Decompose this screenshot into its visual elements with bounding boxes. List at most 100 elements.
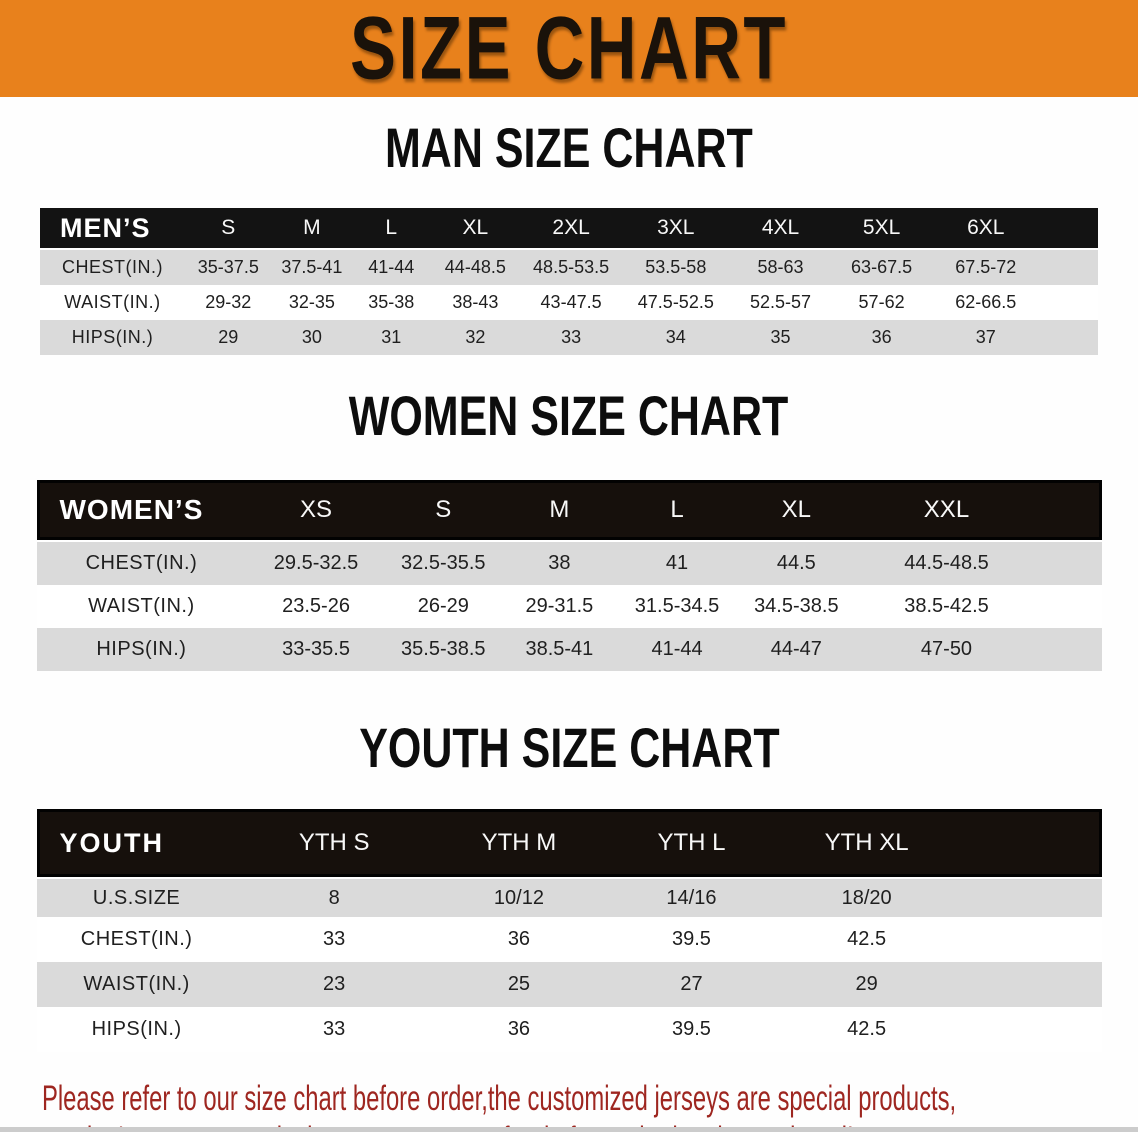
size-value-cell: 33: [236, 917, 432, 962]
size-value-cell: 39.5: [606, 1007, 777, 1052]
row-label: HIPS(IN.): [36, 1007, 237, 1052]
table-row: U.S.SIZE 8 10/12 14/16 18/20: [36, 877, 1102, 917]
column-header: L: [617, 480, 737, 540]
column-header: 6XL: [931, 208, 1040, 250]
table-row: CHEST(IN.) 35-37.5 37.5-41 41-44 44-48.5 48.5…: [40, 250, 1098, 285]
size-value-cell: 44-48.5: [430, 250, 521, 285]
women-size-table: WOMEN’S XS S M L XL XXL CHEST(IN.) 29.5-32.5 32.5…: [36, 480, 1102, 671]
table-row: CHEST(IN.) 33 36 39.5 42.5: [36, 917, 1102, 962]
youth-size-chart-section: YOUTH SIZE CHART YOUTH YTH S YTH M YTH L YTH …: [0, 716, 1138, 1052]
size-value-cell: 29-32: [184, 285, 272, 320]
size-value-cell: 36: [431, 917, 607, 962]
column-header: YTH XL: [776, 809, 957, 877]
disclaimer: Please refer to our size chart before or…: [42, 1078, 1138, 1132]
size-value-cell: 23.5-26: [246, 585, 386, 628]
men-header-row: MEN’S S M L XL 2XL 3XL 4XL 5XL 6XL: [40, 208, 1098, 250]
size-value-cell: 58-63: [729, 250, 832, 285]
size-value-cell: 37.5-41: [271, 250, 353, 285]
filler-cell: [956, 962, 1102, 1007]
size-value-cell: 36: [831, 320, 932, 355]
filler-cell: [1036, 540, 1102, 585]
size-value-cell: 41-44: [617, 628, 737, 671]
men-heading-text: MAN SIZE CHART: [385, 116, 753, 180]
size-value-cell: 25: [431, 962, 607, 1007]
size-value-cell: 62-66.5: [931, 285, 1040, 320]
size-value-cell: 67.5-72: [931, 250, 1040, 285]
size-value-cell: 41-44: [352, 250, 431, 285]
women-section-heading: WOMEN SIZE CHART: [0, 386, 1138, 456]
column-header: XXL: [856, 480, 1037, 540]
youth-size-table: YOUTH YTH S YTH M YTH L YTH XL U.S.SIZE 8 10/12…: [36, 809, 1102, 1052]
table-row: HIPS(IN.) 33-35.5 35.5-38.5 38.5-41 41-44 44-…: [36, 628, 1102, 671]
column-header: 3XL: [621, 208, 730, 250]
row-label: U.S.SIZE: [36, 877, 237, 917]
women-size-chart-section: WOMEN SIZE CHART WOMEN’S XS S M L XL XXL CHEST(I…: [0, 386, 1138, 671]
size-value-cell: 30: [271, 320, 353, 355]
size-value-cell: 63-67.5: [831, 250, 932, 285]
table-row: WAIST(IN.) 29-32 32-35 35-38 38-43 43-47.5 47.…: [40, 285, 1098, 320]
column-header: S: [385, 480, 501, 540]
men-corner-label: MEN’S: [40, 208, 185, 250]
size-value-cell: 43-47.5: [520, 285, 622, 320]
disclaimer-line-1: Please refer to our size chart before or…: [42, 1079, 957, 1118]
size-value-cell: 26-29: [385, 585, 501, 628]
size-value-cell: 29.5-32.5: [246, 540, 386, 585]
table-row: HIPS(IN.) 29 30 31 32 33 34 35 36 37: [40, 320, 1098, 355]
size-value-cell: 53.5-58: [621, 250, 730, 285]
table-row: HIPS(IN.) 33 36 39.5 42.5: [36, 1007, 1102, 1052]
size-value-cell: 41: [617, 540, 737, 585]
size-value-cell: 29: [184, 320, 272, 355]
size-value-cell: 35.5-38.5: [385, 628, 501, 671]
banner-title: SIZE CHART: [350, 0, 788, 98]
size-value-cell: 48.5-53.5: [520, 250, 622, 285]
column-header: 5XL: [831, 208, 932, 250]
column-header: L: [352, 208, 431, 250]
column-header: XS: [246, 480, 386, 540]
filler-cell: [956, 1007, 1102, 1052]
size-value-cell: 33-35.5: [246, 628, 386, 671]
column-header: XL: [736, 480, 857, 540]
row-label: WAIST(IN.): [36, 585, 247, 628]
size-value-cell: 32-35: [271, 285, 353, 320]
filler-cell: [1036, 628, 1102, 671]
size-value-cell: 33: [520, 320, 622, 355]
size-value-cell: 32.5-35.5: [385, 540, 501, 585]
bottom-edge-line: [0, 1127, 1138, 1132]
youth-heading-text: YOUTH SIZE CHART: [358, 716, 780, 780]
size-value-cell: 57-62: [831, 285, 932, 320]
row-label: WAIST(IN.): [36, 962, 237, 1007]
men-size-table: MEN’S S M L XL 2XL 3XL 4XL 5XL 6XL CHEST(IN.) 35-37…: [40, 208, 1098, 355]
filler-cell: [956, 917, 1102, 962]
youth-section-heading: YOUTH SIZE CHART: [0, 716, 1138, 788]
size-value-cell: 47-50: [856, 628, 1037, 671]
size-value-cell: 29: [776, 962, 957, 1007]
size-value-cell: 18/20: [776, 877, 957, 917]
size-value-cell: 29-31.5: [500, 585, 618, 628]
size-value-cell: 31: [352, 320, 431, 355]
filler-cell: [1036, 585, 1102, 628]
size-value-cell: 35: [729, 320, 832, 355]
size-chart-sections: MAN SIZE CHART MEN’S S M L XL 2XL 3XL 4XL 5XL 6XL C…: [0, 116, 1138, 1052]
filler-cell: [956, 809, 1102, 877]
size-value-cell: 35-38: [352, 285, 431, 320]
column-header: M: [500, 480, 618, 540]
row-label: CHEST(IN.): [36, 540, 247, 585]
size-value-cell: 38: [500, 540, 618, 585]
women-corner-label: WOMEN’S: [36, 480, 247, 540]
row-label: HIPS(IN.): [40, 320, 185, 355]
size-value-cell: 23: [236, 962, 432, 1007]
size-value-cell: 38-43: [430, 285, 521, 320]
column-header: S: [184, 208, 272, 250]
column-header: YTH L: [606, 809, 777, 877]
size-value-cell: 31.5-34.5: [617, 585, 737, 628]
banner: SIZE CHART: [0, 0, 1138, 98]
filler-cell: [956, 877, 1102, 917]
size-value-cell: 42.5: [776, 917, 957, 962]
size-value-cell: 38.5-42.5: [856, 585, 1037, 628]
column-header: YTH S: [236, 809, 432, 877]
table-row: WAIST(IN.) 23 25 27 29: [36, 962, 1102, 1007]
column-header: 4XL: [729, 208, 832, 250]
size-value-cell: 32: [430, 320, 521, 355]
youth-corner-label: YOUTH: [36, 809, 237, 877]
